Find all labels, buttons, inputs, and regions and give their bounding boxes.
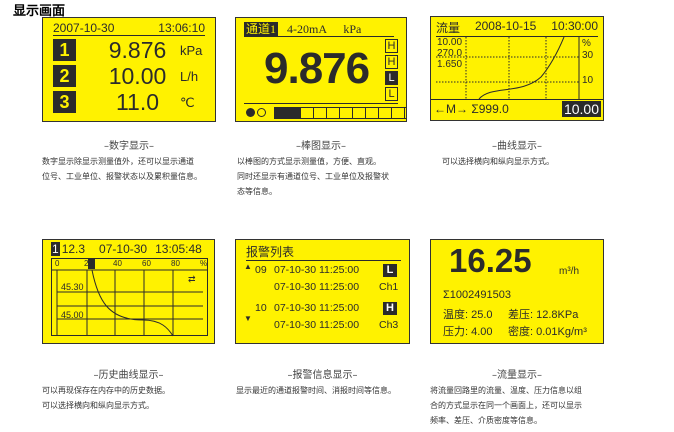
- bar-segment: [391, 107, 405, 119]
- axis-tick-label: 80: [171, 259, 180, 268]
- nav-arrows: ←M→: [434, 102, 468, 116]
- time: 13:06:10: [158, 21, 205, 35]
- scroll-up-icon[interactable]: ▲: [244, 262, 252, 271]
- date: 2007-10-30: [53, 21, 115, 35]
- bar-segment: [339, 107, 353, 119]
- axis-tick-label: 20: [84, 259, 93, 268]
- flow-display-panel: 16.25 m³/h Σ1002491503 温度: 25.0 差压: 12.8…: [430, 239, 604, 344]
- curve-label: 流量: [436, 21, 461, 35]
- bar-segment: [326, 107, 340, 119]
- alarm-list-title: 报警列表: [246, 243, 401, 261]
- unit: ℃: [180, 95, 195, 110]
- alarm-indicator: L: [385, 71, 398, 85]
- caption-digital: –数字显示–: [104, 141, 154, 152]
- scale-10: 10: [582, 75, 594, 86]
- scale-30: 30: [582, 50, 594, 61]
- history-value: 12.3: [61, 242, 86, 256]
- trend-chart: [436, 37, 580, 99]
- axis-tick-label: 60: [142, 259, 151, 268]
- time: 10:30:00: [551, 19, 598, 33]
- caption-curve: –曲线显示–: [492, 141, 542, 152]
- caption-bar: –棒图显示–: [296, 141, 346, 152]
- curve-values: 10.00 270.0 1.650: [437, 37, 463, 70]
- clear-time: 07-10-30 11:25:00: [274, 281, 360, 293]
- caption-alarm: –报警信息显示–: [287, 370, 358, 381]
- bar-segment: [313, 107, 327, 119]
- history-chart: [51, 258, 208, 337]
- unit: L/h: [180, 69, 199, 84]
- unit: kPa: [180, 43, 203, 58]
- density: 密度: 0.01Kg/m³: [508, 326, 587, 338]
- bar-segment: [352, 107, 366, 119]
- alarm-time: 07-10-30 11:25:00: [274, 264, 360, 276]
- time: 13:05:48: [155, 242, 202, 256]
- channel-number: 3: [53, 91, 76, 113]
- flow-unit: m³/h: [559, 266, 579, 277]
- axis-tick-label: 0: [55, 259, 60, 268]
- curve-display-panel: 流量 2008-10-15 10:30:00 10.00 270.0 1.650 %…: [430, 16, 604, 121]
- status-dot-empty-icon: [257, 108, 266, 117]
- caption-history: –历史曲线显示–: [93, 370, 164, 381]
- alarm-channel: Ch1: [379, 281, 399, 293]
- bar-segment: [404, 107, 406, 119]
- date: 07-10-30: [99, 242, 148, 256]
- level-2: 45.00: [61, 310, 84, 320]
- alarm-type-badge: L: [383, 264, 397, 277]
- signal-type: 4-20mA: [287, 22, 327, 36]
- measured-value: 11.0: [115, 89, 160, 115]
- bar-segment: [300, 107, 314, 119]
- desc-flow: 将流量回路里的流量、温度、压力信息以组 合的方式显示在同一个画面上，还可以显示 频率…: [430, 386, 582, 425]
- bar-graph: [274, 107, 406, 119]
- alarm-channel: Ch3: [379, 319, 399, 331]
- desc-bar: 以棒图的方式显示测量值，方便、直观。 同时还显示有通道位号、工业单位及报警状 态等信…: [237, 157, 389, 196]
- pressure: 压力: 4.00: [443, 326, 493, 338]
- unit: kPa: [343, 22, 362, 36]
- temperature: 温度: 25.0: [443, 309, 493, 321]
- desc-curve: 可以选择横向和纵向显示方式。: [442, 157, 554, 166]
- alarm-number: 10: [255, 302, 267, 314]
- history-curve-panel: 1 12.3 07-10-30 13:05:48 0 20 40 60 80% 45.3…: [42, 239, 215, 344]
- channel-number: 2: [53, 65, 76, 87]
- total-value: Σ999.0: [471, 102, 509, 116]
- bar-segment: [365, 107, 379, 119]
- desc-history: 可以再现保存在内存中的历史数据。 可以选择横向和纵向显示方式。: [42, 386, 170, 410]
- alarm-list-panel: 报警列表 ▲ ▼ 09 07-10-30 11:25:00 L 07-10-30…: [235, 239, 410, 344]
- differential-pressure: 差压: 12.8KPa: [508, 309, 579, 321]
- scroll-down-icon[interactable]: ▼: [244, 314, 252, 323]
- level-1: 45.30: [61, 282, 84, 292]
- channel-label: 通道1: [244, 22, 279, 36]
- alarm-time: 07-10-30 11:25:00: [274, 302, 360, 314]
- measured-value: 9.876: [108, 37, 167, 63]
- scale-percent: %: [582, 38, 591, 49]
- total-flow: Σ1002491503: [443, 289, 511, 301]
- axis-tick-label: 40: [113, 259, 122, 268]
- measured-value: 10.00: [108, 63, 167, 89]
- alarm-indicator: H: [385, 55, 398, 69]
- channel-number: 1: [51, 242, 60, 256]
- alarm-indicator: L: [385, 87, 398, 101]
- bar-segment: [274, 107, 288, 119]
- page-title: 显示画面: [13, 4, 66, 19]
- alarm-indicator: H: [385, 39, 398, 53]
- date: 2008-10-15: [474, 19, 537, 33]
- swap-direction-icon: ⇄: [188, 274, 196, 284]
- bar-segment: [378, 107, 392, 119]
- channel-number: 1: [53, 39, 76, 61]
- bar-segment: [287, 107, 301, 119]
- main-value: 9.876: [264, 44, 370, 93]
- status-dot-filled-icon: [246, 108, 255, 117]
- current-value: 10.00: [561, 101, 601, 117]
- alarm-type-badge: H: [383, 302, 397, 315]
- desc-digital: 数字显示除显示测量值外，还可以显示通道 位号、工业单位、报警状态以及累积量信息。: [42, 157, 202, 181]
- axis-tick-label: %: [200, 259, 208, 268]
- clear-time: 07-10-30 11:25:00: [274, 319, 360, 331]
- caption-flow: –流量显示–: [492, 370, 542, 381]
- digital-display-panel: 2007-10-30 13:06:10 1 9.876 kPa 2 10.00 L…: [42, 17, 216, 122]
- alarm-number: 09: [255, 264, 267, 276]
- flow-value: 16.25: [449, 242, 532, 279]
- desc-alarm: 显示最近的通道报警时间、消报时间等信息。: [236, 386, 396, 395]
